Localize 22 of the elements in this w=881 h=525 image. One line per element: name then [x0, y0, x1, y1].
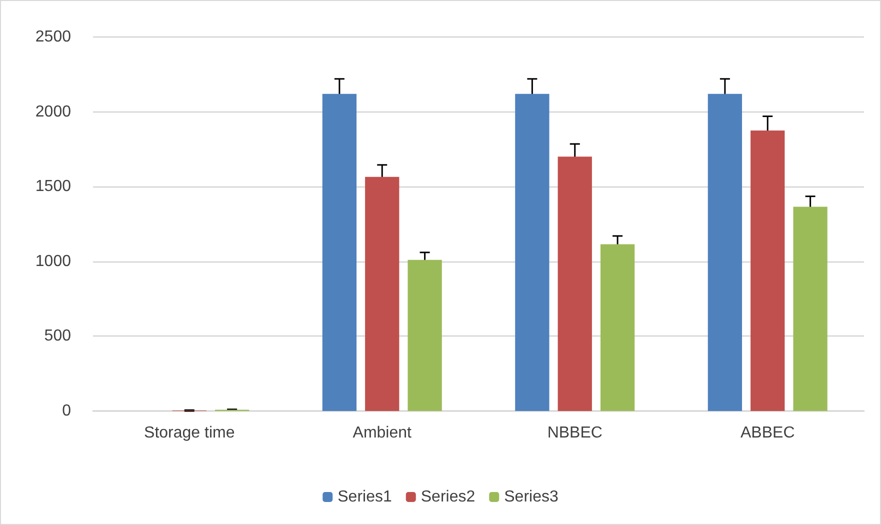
y-tick-label: 1000 [35, 252, 72, 270]
bar [600, 244, 635, 411]
y-tick-label: 500 [44, 328, 72, 345]
bar [322, 94, 357, 411]
bar [515, 94, 550, 411]
x-tick-label: Ambient [352, 424, 412, 442]
legend-label: Series2 [420, 488, 476, 506]
bar [558, 156, 592, 411]
bar [793, 206, 828, 411]
x-tick-label: NBBEC [547, 424, 602, 442]
y-tick-label: 2500 [35, 28, 72, 46]
bar [365, 176, 400, 411]
legend-label: Series3 [504, 488, 558, 506]
bar [408, 260, 442, 411]
y-tick-label: 0 [62, 402, 72, 420]
x-tick-label: ABBEC [740, 424, 795, 442]
legend-label: Series1 [338, 488, 392, 506]
bar [750, 130, 785, 411]
y-tick-label: 2000 [35, 103, 72, 120]
y-tick-label: 1500 [35, 178, 72, 196]
x-tick-label: Storage time [144, 424, 235, 442]
bar [708, 94, 742, 411]
